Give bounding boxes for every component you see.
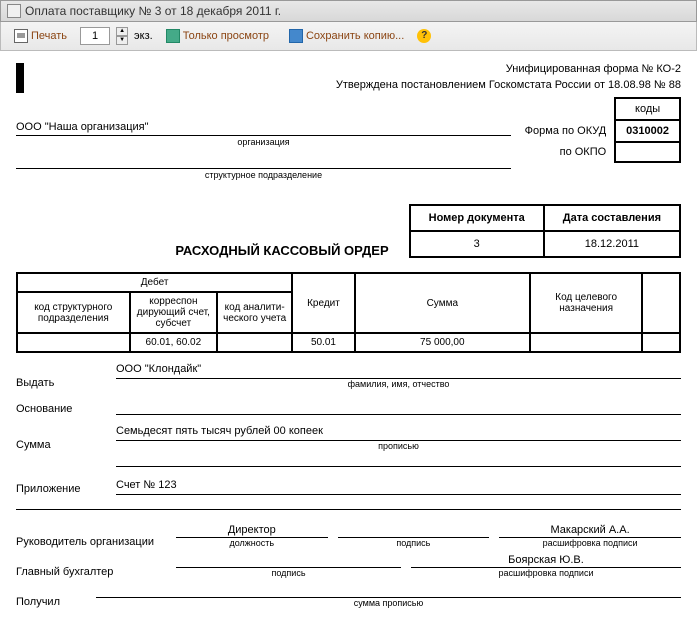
issue-label: Выдать — [16, 377, 106, 389]
cell-target — [530, 333, 643, 352]
sum-line2 — [116, 451, 681, 467]
received-row: Получил сумма прописью — [16, 584, 681, 608]
approval-text: Утверждена постановлением Госкомстата Ро… — [16, 79, 681, 91]
th-struct: код структурного подразделения — [17, 292, 130, 333]
th-credit: Кредит — [292, 273, 355, 333]
issue-caption: фамилия, имя, отчество — [116, 379, 681, 389]
th-analytic: код аналити-ческого учета — [217, 292, 292, 333]
num-header: Номер документа — [410, 205, 544, 231]
date-header: Дата составления — [544, 205, 680, 231]
num-value: 3 — [410, 231, 544, 257]
org-name: ООО "Наша организация" — [16, 121, 511, 136]
attachment-value: Счет № 123 — [116, 479, 681, 495]
chief-sign-cap: подпись — [176, 568, 401, 578]
sum-label: Сумма — [16, 439, 106, 451]
help-icon[interactable]: ? — [417, 29, 431, 43]
attachment-row: Приложение Счет № 123 — [16, 479, 681, 495]
head-decode-cap: расшифровка подписи — [499, 538, 681, 548]
cell-struct — [17, 333, 130, 352]
head-name: Макарский А.А. — [499, 524, 681, 538]
head-position: Директор — [176, 524, 328, 538]
sum-text: Семьдесят пять тысяч рублей 00 копеек — [116, 425, 681, 441]
window-titlebar: Оплата поставщику № 3 от 18 декабря 2011… — [0, 0, 697, 22]
accounting-table: Дебет Кредит Сумма Код целевого назначен… — [16, 272, 681, 353]
basis-value — [116, 399, 681, 415]
received-caption: сумма прописью — [96, 598, 681, 608]
okpo-value — [615, 142, 680, 162]
view-only-label: Только просмотр — [183, 30, 269, 42]
attachment-label: Приложение — [16, 483, 106, 495]
print-icon — [14, 29, 28, 43]
received-line — [96, 584, 681, 598]
head-label: Руководитель организации — [16, 536, 166, 548]
head-sign-cap: подпись — [338, 538, 490, 548]
cell-blank — [642, 333, 680, 352]
received-label: Получил — [16, 596, 86, 608]
window-icon — [7, 4, 21, 18]
cell-credit: 50.01 — [292, 333, 355, 352]
cell-corr: 60.01, 60.02 — [130, 333, 218, 352]
copies-unit: экз. — [134, 30, 153, 42]
num-date-table: Номер документа Дата составления 3 18.12… — [409, 204, 681, 258]
issue-row: Выдать ООО "Клондайк" фамилия, имя, отче… — [16, 363, 681, 389]
th-blank — [642, 273, 680, 333]
document-body: Унифицированная форма № КО-2 Утверждена … — [0, 51, 697, 628]
th-debit: Дебет — [17, 273, 292, 292]
doc-title-row: РАСХОДНЫЙ КАССОВЫЙ ОРДЕР Номер документа… — [16, 204, 681, 258]
org-caption: организация — [16, 137, 511, 147]
copies-input[interactable] — [80, 27, 110, 45]
print-label: Печать — [31, 30, 67, 42]
copies-spinner[interactable]: ▲ ▼ — [116, 27, 128, 45]
basis-label: Основание — [16, 403, 106, 415]
spinner-up-icon[interactable]: ▲ — [116, 27, 128, 36]
issue-value: ООО "Клондайк" — [116, 363, 681, 379]
toolbar: Печать ▲ ▼ экз. Только просмотр Сохранит… — [0, 22, 697, 51]
head-sign — [338, 524, 490, 538]
save-copy-label: Сохранить копию... — [306, 30, 404, 42]
okud-label: Форма по ОКУД — [515, 120, 616, 142]
sum-row: Сумма Семьдесят пять тысяч рублей 00 коп… — [16, 425, 681, 451]
save-copy-button[interactable]: Сохранить копию... — [282, 26, 411, 46]
chief-decode-cap: расшифровка подписи — [411, 568, 681, 578]
chief-acc-label: Главный бухгалтер — [16, 566, 166, 578]
th-corr: корреспон дирующий счет, субсчет — [130, 292, 218, 333]
chief-acc-row: Главный бухгалтер подпись Боярская Ю.В. … — [16, 554, 681, 578]
window-title: Оплата поставщику № 3 от 18 декабря 2011… — [25, 4, 281, 18]
subdivision-line — [16, 155, 511, 169]
date-value: 18.12.2011 — [544, 231, 680, 257]
cell-analytic — [217, 333, 292, 352]
chief-acc-name: Боярская Ю.В. — [411, 554, 681, 568]
view-only-button[interactable]: Только просмотр — [159, 26, 276, 46]
subdivision-caption: структурное подразделение — [16, 170, 511, 180]
signature-section: Руководитель организации Директор должно… — [16, 509, 681, 608]
position-cap: должность — [176, 538, 328, 548]
codes-header: коды — [615, 98, 680, 120]
th-sum: Сумма — [355, 273, 530, 333]
th-target: Код целевого назначения — [530, 273, 643, 333]
spinner-down-icon[interactable]: ▼ — [116, 36, 128, 45]
head-sig-row: Руководитель организации Директор должно… — [16, 524, 681, 548]
cell-sum: 75 000,00 — [355, 333, 530, 352]
margin-marker — [16, 63, 24, 93]
chief-acc-sign — [176, 554, 401, 568]
codes-box: коды Форма по ОКУД0310002 по ОКПО — [515, 97, 681, 163]
doc-title: РАСХОДНЫЙ КАССОВЫЙ ОРДЕР — [16, 243, 399, 258]
okpo-label: по ОКПО — [515, 142, 616, 162]
sum-caption: прописью — [116, 441, 681, 451]
print-button[interactable]: Печать — [7, 26, 74, 46]
basis-row: Основание — [16, 399, 681, 415]
form-code: Унифицированная форма № КО-2 — [16, 63, 681, 75]
okud-value: 0310002 — [615, 120, 680, 142]
save-icon — [289, 29, 303, 43]
view-icon — [166, 29, 180, 43]
